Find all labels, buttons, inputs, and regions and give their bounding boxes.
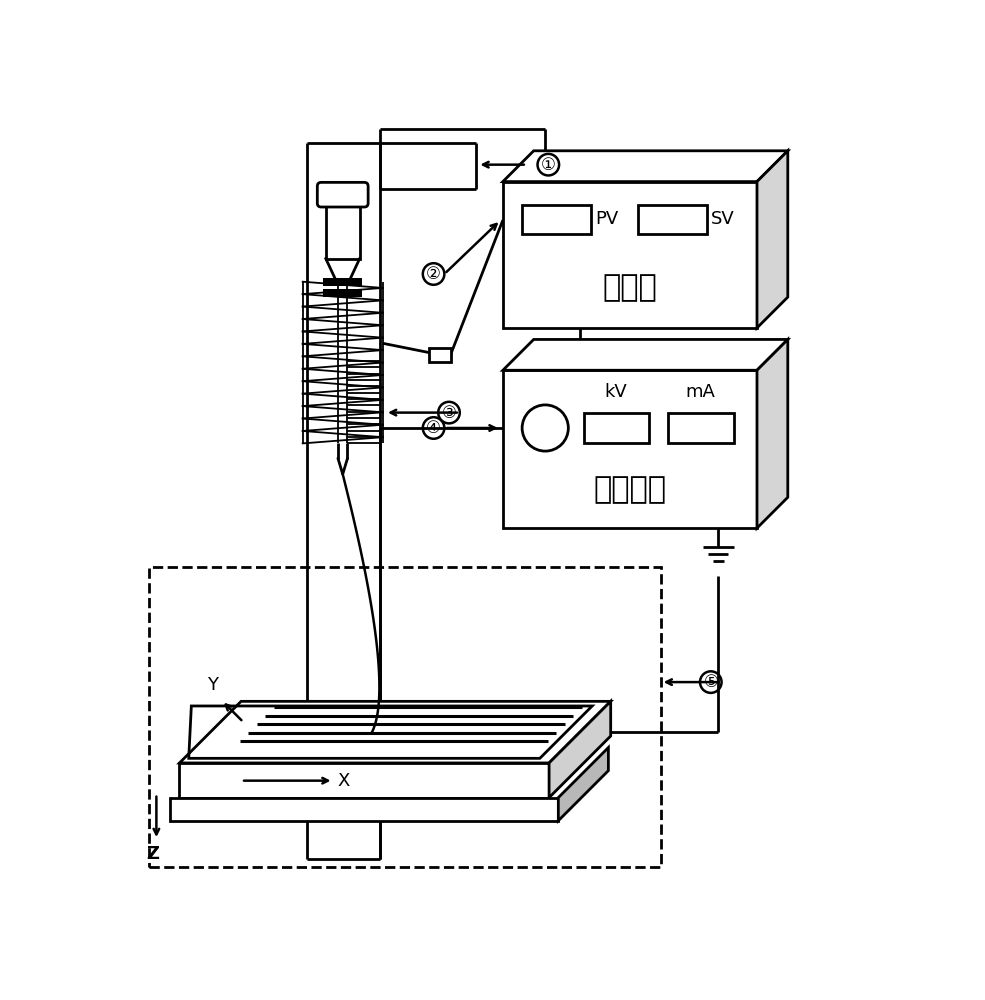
Polygon shape: [757, 151, 788, 328]
Polygon shape: [503, 151, 788, 182]
Bar: [429, 348, 450, 362]
Bar: [179, 763, 549, 798]
Bar: [323, 289, 361, 297]
Polygon shape: [179, 701, 611, 763]
Bar: [323, 278, 361, 286]
Text: PV: PV: [595, 210, 619, 228]
Text: X: X: [337, 772, 350, 790]
Text: mA: mA: [686, 383, 716, 401]
Bar: [170, 798, 558, 821]
Text: ⑤: ⑤: [703, 673, 718, 691]
FancyBboxPatch shape: [317, 182, 368, 207]
Text: ①: ①: [541, 156, 556, 174]
Text: 控温仪: 控温仪: [603, 273, 657, 302]
Text: ③: ③: [441, 404, 456, 422]
Bar: [503, 182, 757, 328]
Text: SV: SV: [711, 210, 735, 228]
Text: 高压电源: 高压电源: [593, 475, 667, 504]
Text: kV: kV: [605, 383, 627, 401]
Text: Z: Z: [146, 845, 159, 863]
Bar: [637, 205, 707, 234]
Bar: [584, 413, 649, 443]
Bar: [326, 197, 360, 259]
Polygon shape: [503, 339, 788, 370]
Polygon shape: [558, 748, 609, 821]
Bar: [669, 413, 734, 443]
Text: ④: ④: [427, 419, 441, 437]
Bar: [503, 370, 757, 528]
Bar: [149, 567, 661, 867]
Text: Y: Y: [207, 676, 218, 694]
Text: ②: ②: [427, 265, 441, 283]
Polygon shape: [549, 701, 611, 798]
Bar: [522, 205, 591, 234]
Polygon shape: [757, 339, 788, 528]
